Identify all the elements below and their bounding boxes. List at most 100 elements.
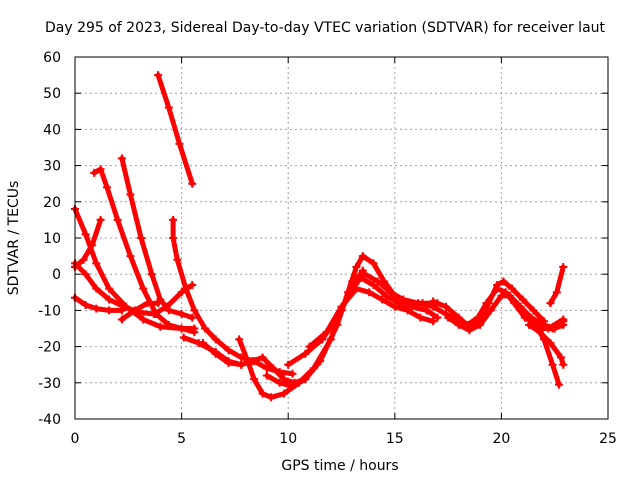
y-tick-label: 20 [43,195,61,211]
series-line [155,72,195,187]
data-point [433,313,442,322]
data-point [113,215,122,224]
data-point [90,168,99,177]
data-point [559,317,568,326]
data-point [258,353,267,362]
data-point [139,284,148,293]
data-point [305,342,314,351]
data-point [493,284,502,293]
data-point [164,320,173,329]
data-point [497,291,506,300]
data-point [369,259,378,268]
data-point [284,360,293,369]
series-line [528,318,566,331]
y-tick-label: 0 [52,267,61,283]
y-tick-label: 30 [43,159,61,175]
data-point [237,360,246,369]
data-point [137,234,146,242]
data-point [117,154,126,163]
data-point [126,190,135,199]
data-point [369,281,378,290]
series-layer [71,71,568,402]
series-line [200,340,244,368]
axes: 0 5 10 15 20 25 -40 -30 -20 -10 0 10 20 30 40 50 60 [38,50,617,447]
x-tick-label: 20 [492,431,510,447]
data-point [190,324,199,333]
data-point [81,300,90,309]
data-point [143,299,152,308]
data-point [518,306,527,315]
data-point [454,320,463,329]
y-tick-label: 40 [43,122,61,138]
data-point [154,71,163,80]
data-point [88,241,97,250]
data-point [316,357,325,366]
data-point [382,291,391,300]
data-point [559,360,568,369]
data-point [486,306,495,315]
data-point [96,215,105,224]
data-point [211,335,220,344]
data-point [173,255,182,264]
data-point [348,277,357,286]
data-point [444,313,453,322]
data-point [169,234,178,242]
series-track-7 [117,299,163,324]
y-tick-label: -30 [38,376,61,392]
data-point [164,103,173,112]
data-point [81,230,90,239]
data-point [429,297,438,306]
data-point [358,252,367,261]
data-point [288,382,297,391]
data-point [527,317,536,326]
data-point [414,299,423,308]
grid [75,57,608,419]
data-point [554,380,563,389]
data-point [243,357,252,366]
data-point [529,306,538,315]
x-tick-label: 0 [71,431,80,447]
data-point [267,393,276,402]
data-point [169,215,178,224]
data-point [454,313,463,322]
data-point [126,252,135,261]
data-point [403,306,412,315]
data-point [102,183,111,192]
data-point [177,310,186,319]
series-line [170,217,295,377]
data-point [546,299,555,308]
data-point [505,291,514,300]
data-point [188,313,197,322]
data-point [139,315,148,324]
y-axis-label: SDTVAR / TECUs [6,181,22,296]
data-point [301,375,310,384]
chart-title: Day 295 of 2023, Sidereal Day-to-day VTE… [45,20,606,36]
data-point [416,313,425,322]
data-point [175,139,184,148]
series-track-20 [525,320,568,369]
series-track-8 [154,71,197,188]
data-point [181,284,190,293]
data-point [179,333,188,342]
data-point [224,346,233,355]
data-point [352,262,361,271]
data-point [117,306,126,315]
data-point [147,270,156,279]
x-tick-label: 5 [177,431,186,447]
series-track-11 [198,338,246,369]
data-point [476,320,485,329]
series-track-9 [169,215,297,378]
data-point [386,288,395,297]
data-point [224,358,233,367]
data-point [473,313,482,322]
data-point [152,310,161,319]
data-point [258,389,267,398]
data-point [288,369,297,378]
data-point [537,324,546,333]
data-point [92,284,101,293]
y-tick-label: -10 [38,303,61,319]
data-point [105,306,114,315]
data-point [211,349,220,358]
data-point [548,324,557,333]
